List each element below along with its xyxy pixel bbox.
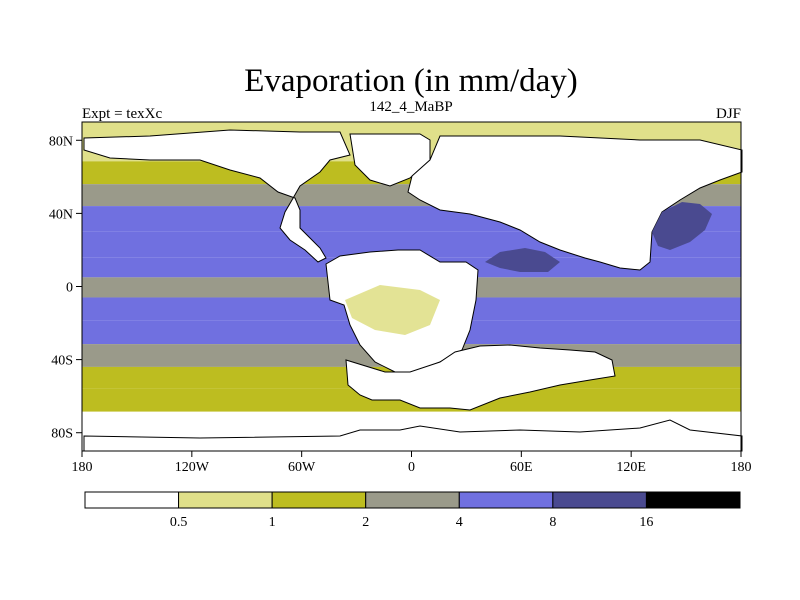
eurasia-land (407, 135, 743, 271)
colorbar-label: 8 (549, 515, 556, 530)
colorbar-swatch (365, 491, 460, 509)
y-tick-label: 80N (49, 134, 73, 149)
chart-title: Evaporation (in mm/day) (244, 63, 578, 99)
y-tick-label: 40S (51, 354, 73, 369)
colorbar-swatch (458, 491, 554, 509)
x-tick-label: 120W (175, 460, 210, 475)
y-axis-ticks: 80N 40N 0 40S 80S (49, 134, 82, 442)
x-tick-label: 0 (408, 460, 415, 475)
colorbar-swatch (271, 491, 367, 509)
y-tick-label: 40N (49, 207, 73, 222)
colorbar-label: 2 (362, 515, 369, 530)
x-axis-ticks: 180 120W 60W 0 60E 120E 180 (72, 451, 752, 475)
colorbar-swatch (645, 491, 741, 509)
antarctica-land (83, 419, 743, 452)
colorbar-label: 0.5 (170, 515, 188, 530)
colorbar-swatch (84, 491, 180, 509)
subtitle-left: Expt = texXc (82, 106, 162, 122)
x-tick-label: 60W (288, 460, 316, 475)
colorbar-label: 1 (269, 515, 276, 530)
subtitle-right: DJF (716, 106, 741, 122)
x-tick-label: 180 (731, 460, 752, 475)
y-tick-label: 0 (66, 281, 73, 296)
x-tick-label: 60E (510, 460, 533, 475)
colorbar-label: 4 (456, 515, 463, 530)
subtitle-center: 142_4_MaBP (369, 99, 452, 115)
x-tick-label: 180 (72, 460, 93, 475)
southern-land (345, 344, 616, 411)
colorbar: 0.5 1 2 4 8 16 (84, 491, 741, 530)
pacific-humid (652, 202, 712, 250)
land-contour-shading (345, 202, 712, 335)
colorbar-swatch (552, 491, 647, 509)
north-america-land (83, 129, 351, 263)
greenland-land (349, 133, 431, 187)
arabia-humid (485, 248, 560, 272)
colorbar-label: 16 (639, 515, 653, 530)
y-tick-label: 80S (51, 427, 73, 442)
africa-interior-dry (345, 285, 440, 335)
map-panel (81, 121, 743, 452)
colorbar-swatch (178, 491, 273, 509)
x-tick-label: 120E (616, 460, 646, 475)
